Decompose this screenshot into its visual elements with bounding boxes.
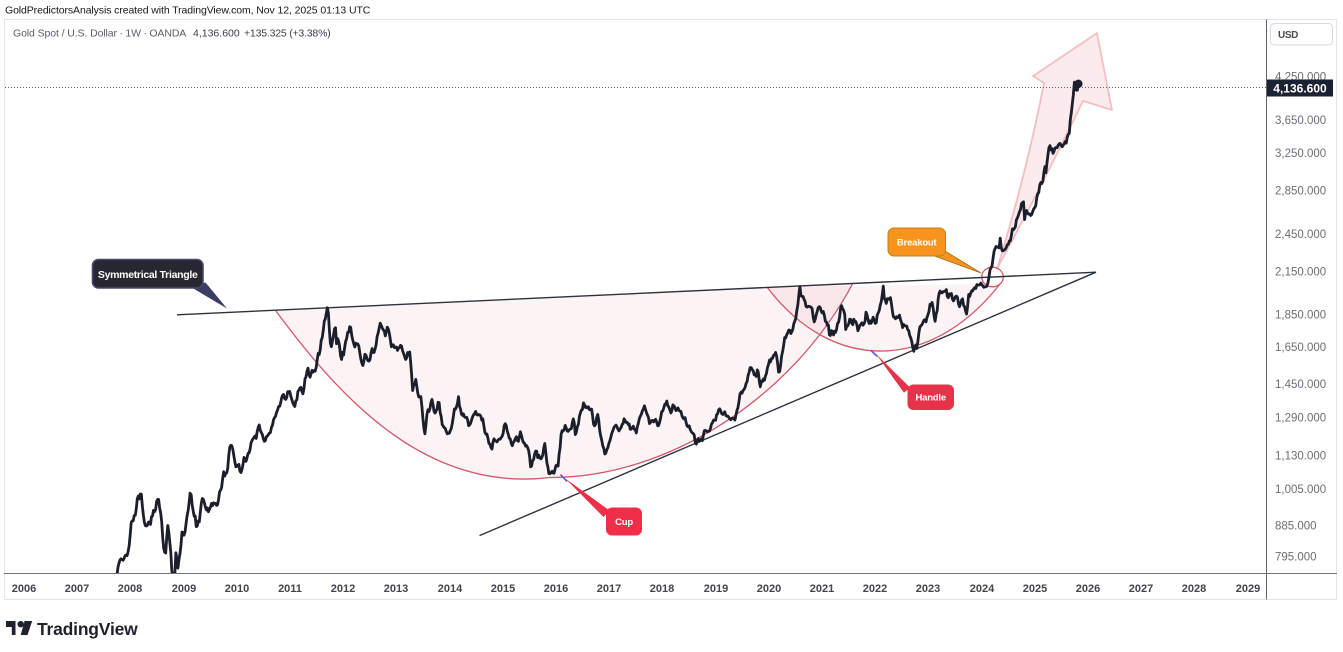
svg-text:2019: 2019 bbox=[704, 583, 728, 595]
svg-text:2018: 2018 bbox=[650, 583, 674, 595]
svg-text:2015: 2015 bbox=[491, 583, 515, 595]
svg-text:2013: 2013 bbox=[384, 583, 408, 595]
svg-text:2023: 2023 bbox=[916, 583, 940, 595]
svg-text:885.000: 885.000 bbox=[1275, 521, 1317, 533]
svg-text:2010: 2010 bbox=[225, 583, 249, 595]
svg-text:2011: 2011 bbox=[278, 583, 302, 595]
svg-text:Gold Spot / U.S. Dollar ∙ 1W ∙: Gold Spot / U.S. Dollar ∙ 1W ∙ OANDA bbox=[13, 28, 186, 40]
svg-text:2,150.000: 2,150.000 bbox=[1275, 266, 1326, 278]
svg-text:2028: 2028 bbox=[1182, 583, 1206, 595]
svg-text:2027: 2027 bbox=[1129, 583, 1153, 595]
svg-text:2025: 2025 bbox=[1023, 583, 1047, 595]
svg-text:GoldPredictorsAnalysis created: GoldPredictorsAnalysis created with Trad… bbox=[5, 5, 371, 17]
svg-text:1,650.000: 1,650.000 bbox=[1275, 342, 1326, 354]
svg-text:2,450.000: 2,450.000 bbox=[1275, 229, 1326, 241]
svg-text:1,450.000: 1,450.000 bbox=[1275, 379, 1326, 391]
svg-text:2021: 2021 bbox=[810, 583, 834, 595]
svg-text:3,650.000: 3,650.000 bbox=[1275, 115, 1326, 127]
svg-text:Breakout: Breakout bbox=[897, 238, 938, 249]
svg-text:2007: 2007 bbox=[65, 583, 89, 595]
svg-text:4,136.600: 4,136.600 bbox=[193, 28, 240, 40]
svg-text:2016: 2016 bbox=[544, 583, 568, 595]
svg-text:Handle: Handle bbox=[915, 393, 945, 404]
svg-text:2,850.000: 2,850.000 bbox=[1275, 186, 1326, 198]
svg-text:+135.325 (+3.38%): +135.325 (+3.38%) bbox=[244, 28, 331, 40]
svg-text:2024: 2024 bbox=[970, 583, 995, 595]
svg-text:1,850.000: 1,850.000 bbox=[1275, 310, 1326, 322]
svg-text:2029: 2029 bbox=[1236, 583, 1260, 595]
svg-text:TradingView: TradingView bbox=[37, 619, 138, 639]
svg-text:2026: 2026 bbox=[1076, 583, 1100, 595]
svg-text:2008: 2008 bbox=[118, 583, 142, 595]
svg-text:2022: 2022 bbox=[863, 583, 887, 595]
svg-text:2009: 2009 bbox=[172, 583, 196, 595]
svg-text:2017: 2017 bbox=[597, 583, 621, 595]
svg-text:1,005.000: 1,005.000 bbox=[1275, 484, 1326, 496]
svg-text:2006: 2006 bbox=[12, 583, 36, 595]
svg-text:1,290.000: 1,290.000 bbox=[1275, 413, 1326, 425]
svg-text:Cup: Cup bbox=[615, 517, 633, 528]
svg-text:3,250.000: 3,250.000 bbox=[1275, 148, 1326, 160]
svg-text:1,130.000: 1,130.000 bbox=[1275, 451, 1326, 463]
svg-text:2014: 2014 bbox=[438, 583, 463, 595]
svg-text:795.000: 795.000 bbox=[1275, 551, 1317, 563]
svg-text:4,136.600: 4,136.600 bbox=[1273, 81, 1327, 95]
svg-text:Symmetrical Triangle: Symmetrical Triangle bbox=[98, 269, 198, 281]
svg-text:2020: 2020 bbox=[757, 583, 781, 595]
svg-text:2012: 2012 bbox=[331, 583, 355, 595]
svg-text:USD: USD bbox=[1278, 30, 1298, 41]
